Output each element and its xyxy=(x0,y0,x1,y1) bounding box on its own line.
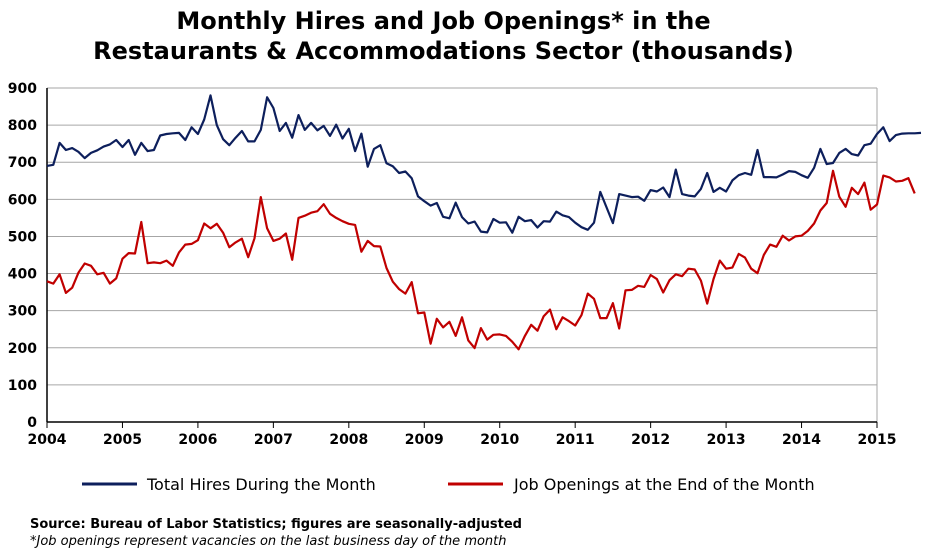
x-tick-label: 2005 xyxy=(103,432,142,448)
y-tick-label: 100 xyxy=(8,378,37,394)
source-note: Source: Bureau of Labor Statistics; figu… xyxy=(30,517,522,532)
x-tick-label: 2012 xyxy=(631,432,670,448)
y-tick-label: 400 xyxy=(8,267,37,283)
series-lines xyxy=(46,94,922,351)
chart-notes: Source: Bureau of Labor Statistics; figu… xyxy=(30,516,522,550)
series-line-job-openings xyxy=(46,169,916,351)
x-tick-label: 2008 xyxy=(329,432,368,448)
legend-item: Job Openings at the End of the Month xyxy=(448,475,815,494)
x-tick-label: 2015 xyxy=(858,432,897,448)
chart-title: Monthly Hires and Job Openings* in the R… xyxy=(0,6,887,66)
x-tick-label: 2013 xyxy=(707,432,746,448)
axes: 0 100 200 300 400 500 600 700 800 900 2004 2005 2006… xyxy=(8,81,897,448)
y-tick-label: 900 xyxy=(8,81,37,97)
x-tick-label: 2014 xyxy=(782,432,821,448)
y-tick-label: 0 xyxy=(27,415,37,431)
legend-label: Total Hires During the Month xyxy=(146,475,376,494)
legend-label: Job Openings at the End of the Month xyxy=(513,475,815,494)
y-tick-label: 800 xyxy=(8,118,37,134)
x-tick-label: 2007 xyxy=(254,432,293,448)
y-tick-label: 700 xyxy=(8,155,37,171)
series-line-total-hires xyxy=(46,94,922,234)
chart-title-line-2: Restaurants & Accommodations Sector (tho… xyxy=(93,37,794,65)
y-tick-label: 300 xyxy=(8,304,37,320)
gridlines xyxy=(47,87,877,386)
x-tick-label: 2006 xyxy=(178,432,217,448)
footnote: *Job openings represent vacancies on the… xyxy=(30,534,507,549)
y-tick-label: 600 xyxy=(8,192,37,208)
y-tick-label: 500 xyxy=(8,229,37,245)
y-tick-label: 200 xyxy=(8,341,37,357)
legend-item: Total Hires During the Month xyxy=(82,475,376,494)
x-tick-label: 2009 xyxy=(405,432,444,448)
legend: Total Hires During the Month Job Openings… xyxy=(82,475,815,494)
x-tick-label: 2010 xyxy=(480,432,519,448)
x-tick-label: 2004 xyxy=(28,432,67,448)
x-tick-label: 2011 xyxy=(556,432,595,448)
chart-svg: 0 100 200 300 400 500 600 700 800 900 2004 2005 2006… xyxy=(8,81,922,494)
chart-title-line-1: Monthly Hires and Job Openings* in the xyxy=(176,7,711,35)
